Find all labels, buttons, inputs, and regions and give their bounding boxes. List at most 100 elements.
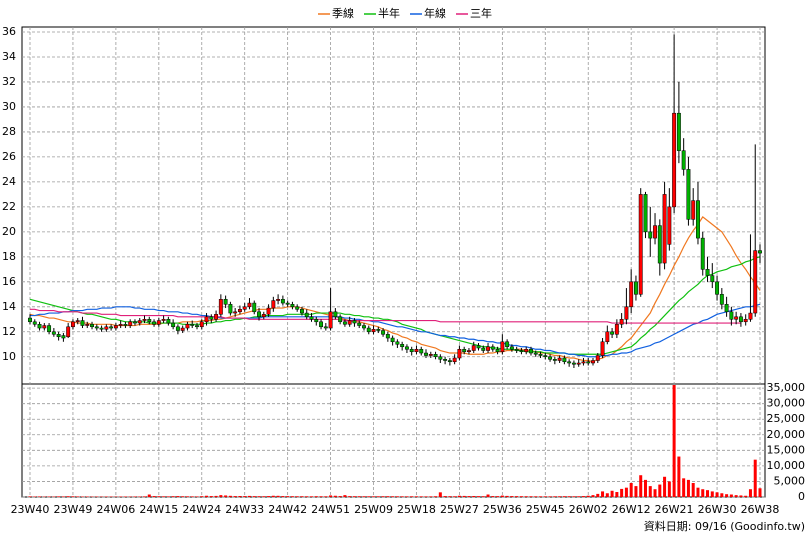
candle-body	[304, 312, 309, 318]
candle-body	[75, 320, 80, 323]
candle-body	[80, 320, 85, 326]
volume-bar	[505, 495, 509, 497]
volume-bar	[748, 489, 752, 497]
candle-body	[32, 321, 37, 325]
candle-body	[648, 231, 653, 239]
candle-body	[290, 304, 295, 308]
candle-body	[180, 327, 185, 331]
volume-bar	[682, 478, 686, 497]
volume-bar	[281, 496, 285, 497]
volume-bar	[219, 495, 223, 497]
volume-bar	[71, 496, 75, 497]
candle-body	[109, 326, 114, 329]
candle-body	[748, 312, 753, 320]
ma-line	[29, 256, 761, 355]
candle-body	[233, 311, 238, 314]
candle-body	[729, 311, 734, 320]
candle-body	[295, 306, 300, 310]
volume-bar	[171, 496, 175, 497]
x-tick-label: 25W18	[397, 503, 436, 516]
candle-body	[409, 349, 414, 353]
candle-body	[691, 200, 696, 220]
volume-bar	[648, 486, 652, 497]
candle-body	[56, 334, 61, 338]
x-tick-label: 26W02	[569, 503, 608, 516]
candle-body	[123, 324, 128, 326]
candle-body	[557, 357, 562, 361]
candle-body	[362, 325, 366, 329]
candle-body	[595, 355, 600, 361]
volume-bar	[486, 494, 490, 497]
candle-body	[710, 275, 715, 283]
volume-tick-label: 20,000	[767, 428, 806, 441]
candle-body	[638, 194, 643, 295]
volume-bar	[372, 496, 376, 497]
candle-body	[156, 320, 161, 325]
candle-body	[758, 250, 762, 254]
volume-bar	[324, 496, 328, 497]
volume-bar	[677, 456, 681, 497]
volume-bar	[38, 496, 42, 497]
volume-bar	[190, 496, 194, 497]
volume-bar	[76, 496, 80, 497]
volume-bar	[629, 483, 633, 497]
volume-bar	[305, 496, 309, 497]
volume-bar	[510, 496, 514, 497]
volume-bar	[572, 496, 576, 497]
candle-body	[338, 316, 343, 323]
candle-body	[519, 350, 524, 353]
candle-body	[495, 349, 500, 353]
volume-bar	[753, 459, 757, 497]
candle-body	[400, 344, 405, 348]
candle-body	[390, 337, 395, 343]
x-tick-label: 23W49	[54, 503, 93, 516]
volume-bar	[386, 496, 390, 497]
volume-bar	[290, 496, 294, 497]
candle-body	[581, 361, 586, 364]
volume-bar	[152, 496, 156, 497]
candle-body	[137, 320, 142, 324]
candle-body	[724, 304, 729, 313]
candle-body	[567, 361, 572, 364]
volume-bar	[729, 494, 733, 497]
candle-body	[242, 306, 247, 310]
candle-body	[266, 307, 271, 315]
x-tick-label: 26W30	[698, 503, 737, 516]
y-tick-label: 18	[2, 250, 16, 263]
volume-bar	[162, 496, 166, 497]
volume-tick-label: 15,000	[767, 443, 806, 456]
candle-body	[223, 299, 228, 305]
volume-bar	[429, 496, 433, 497]
volume-bar	[166, 496, 170, 497]
volume-bar	[734, 495, 738, 497]
candle-body	[676, 112, 681, 151]
candle-body	[452, 357, 457, 363]
volume-bar	[519, 496, 523, 497]
y-tick-label: 30	[2, 100, 16, 113]
y-tick-label: 34	[2, 50, 16, 63]
candle-body	[476, 345, 481, 349]
candle-body	[414, 349, 419, 353]
candle-body	[395, 341, 400, 345]
volume-tick-label: 35,000	[767, 381, 806, 394]
candle-body	[433, 354, 438, 358]
candle-body	[705, 269, 710, 276]
volume-bar	[395, 496, 399, 497]
volume-bar	[419, 496, 423, 497]
legend-label: 三年	[470, 6, 492, 20]
volume-bar	[286, 496, 290, 497]
volume-bar	[252, 496, 256, 497]
candle-body	[571, 362, 576, 365]
volume-bar	[529, 496, 533, 497]
candle-body	[147, 319, 152, 323]
candle-body	[352, 320, 357, 324]
x-tick-label: 26W21	[655, 503, 694, 516]
volume-bar	[295, 496, 299, 497]
candle-body	[113, 325, 118, 329]
candle-body	[753, 250, 758, 314]
volume-bar	[663, 476, 667, 497]
candle-body	[653, 225, 657, 239]
volume-bar	[534, 496, 538, 497]
volume-bar	[476, 496, 480, 497]
volume-bar	[610, 490, 614, 497]
